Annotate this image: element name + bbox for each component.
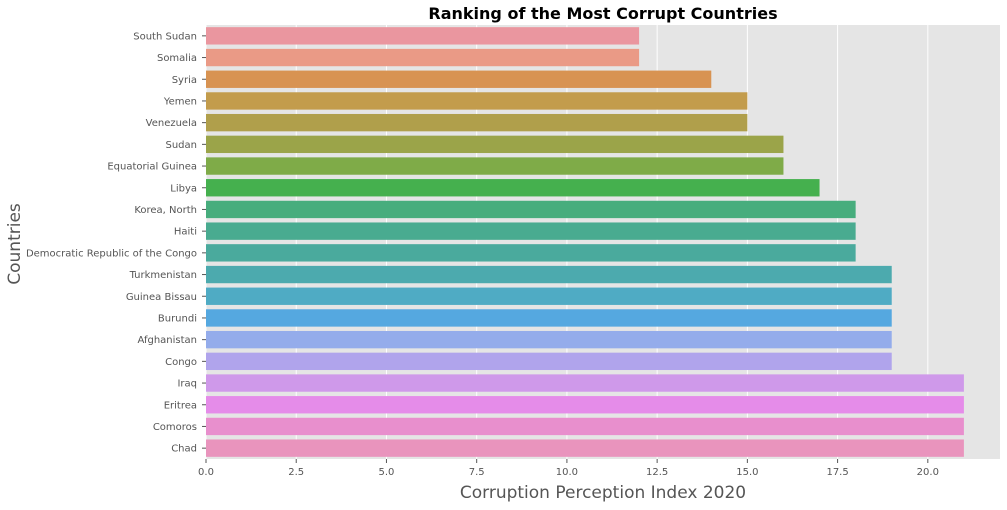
y-tick-label: Chad — [171, 444, 197, 455]
y-tick-label: Afghanistan — [137, 335, 197, 346]
bar — [206, 48, 640, 67]
bar — [206, 27, 640, 45]
bar — [206, 70, 712, 88]
y-tick-label: Guinea Bissau — [126, 292, 197, 303]
bar — [206, 200, 856, 219]
y-tick-label: Congo — [165, 357, 197, 368]
y-tick-label: Comoros — [153, 422, 197, 433]
plot-area — [206, 25, 1000, 459]
bar — [206, 417, 964, 436]
bar — [206, 157, 784, 175]
x-tick-label: 10.0 — [556, 467, 578, 478]
y-tick-label: Burundi — [158, 313, 197, 324]
bar — [206, 244, 856, 262]
bar — [206, 374, 964, 392]
y-tick-label: Equatorial Guinea — [107, 162, 197, 173]
x-axis-label: Corruption Perception Index 2020 — [460, 483, 746, 503]
y-tick-label: Sudan — [166, 140, 198, 151]
bar — [206, 309, 892, 327]
y-tick-label: Libya — [170, 183, 197, 194]
y-tick-label: Eritrea — [164, 400, 197, 411]
bar — [206, 287, 892, 305]
y-tick-label: Venezuela — [146, 118, 197, 129]
x-tick-label: 7.5 — [469, 467, 485, 478]
bar — [206, 179, 820, 197]
y-tick-label: Turkmenistan — [129, 270, 197, 281]
x-tick-label: 0.0 — [198, 467, 214, 478]
y-tick-label: South Sudan — [133, 31, 197, 42]
y-tick-label: Syria — [172, 75, 197, 86]
bar — [206, 396, 964, 414]
y-tick-label: Yemen — [163, 96, 197, 107]
x-tick-label: 5.0 — [379, 467, 395, 478]
x-tick-label: 12.5 — [646, 467, 668, 478]
bar — [206, 92, 748, 110]
bar — [206, 330, 892, 349]
bar — [206, 352, 892, 371]
y-tick-label: Korea, North — [134, 205, 197, 216]
y-tick-label: Haiti — [174, 227, 197, 238]
bar — [206, 439, 964, 457]
x-tick-label: 17.5 — [826, 467, 848, 478]
bar — [206, 113, 748, 132]
x-tick-label: 15.0 — [736, 467, 758, 478]
x-tick-label: 2.5 — [288, 467, 304, 478]
bar — [206, 222, 856, 240]
x-tick-label: 20.0 — [917, 467, 939, 478]
bar — [206, 135, 784, 154]
bar — [206, 265, 892, 284]
y-axis-label: Countries — [5, 203, 25, 285]
chart-title: Ranking of the Most Corrupt Countries — [428, 4, 777, 23]
y-tick-label: Iraq — [177, 379, 197, 390]
y-tick-label: Somalia — [157, 53, 197, 64]
y-tick-label: Democratic Republic of the Congo — [26, 248, 197, 259]
